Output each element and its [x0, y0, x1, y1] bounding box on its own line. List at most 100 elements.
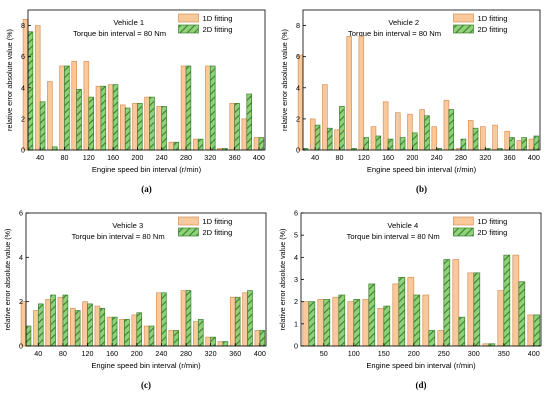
- x-tick-label: 80: [60, 153, 68, 162]
- bar-1d-fitting: [205, 65, 211, 151]
- bar-1d-fitting: [516, 140, 523, 151]
- bar-2d-fitting: [234, 102, 240, 151]
- x-tick-label: 240: [156, 153, 168, 162]
- bar-2d-fitting: [62, 294, 69, 347]
- legend-swatch-1d: [178, 216, 199, 226]
- x-tick-label: 80: [59, 349, 67, 358]
- bar-1d-fitting: [392, 283, 400, 347]
- bar-2d-fitting: [246, 93, 252, 151]
- y-tick-label: 2: [294, 297, 298, 306]
- y-tick-label: 4: [19, 253, 23, 262]
- bar-1d-fitting: [180, 290, 187, 347]
- x-tick-label: 400: [528, 153, 540, 162]
- bar-2d-fitting: [222, 341, 229, 347]
- bar-1d-fitting: [20, 301, 27, 347]
- legend-label-1d: 1D fitting: [202, 217, 232, 226]
- bar-1d-fitting: [377, 307, 385, 347]
- bar-2d-fitting: [363, 137, 369, 151]
- bar-2d-fitting: [339, 106, 345, 151]
- bar-1d-fitting: [497, 290, 505, 347]
- y-axis-label: relative error absolute value (%): [278, 229, 287, 331]
- bar-1d-fitting: [229, 102, 235, 151]
- bar-2d-fitting: [521, 137, 527, 151]
- bar-1d-fitting: [132, 102, 138, 151]
- bar-1d-fitting: [205, 336, 211, 347]
- bar-2d-fitting: [99, 307, 106, 347]
- bar-1d-fitting: [254, 330, 261, 347]
- y-tick-label: 0: [296, 146, 300, 155]
- bar-2d-fitting: [518, 281, 526, 347]
- legend-label-2d: 2D fitting: [202, 25, 232, 34]
- bar-1d-fitting: [69, 307, 76, 347]
- bar-2d-fitting: [399, 137, 406, 151]
- legend: 1D fitting 2D fitting: [178, 13, 232, 34]
- y-tick-label: 6: [19, 209, 23, 218]
- bar-1d-fitting: [57, 296, 64, 347]
- bar-1d-fitting: [346, 36, 352, 151]
- legend-label-2d: 2D fitting: [477, 228, 507, 237]
- bar-2d-fitting: [197, 138, 204, 151]
- bar-1d-fitting: [362, 299, 370, 347]
- bar-2d-fitting: [428, 330, 436, 347]
- bar-1d-fitting: [317, 299, 325, 347]
- bar-2d-fitting: [112, 84, 119, 151]
- x-tick-label: 350: [498, 349, 510, 358]
- vehicle-title: Vehicle 2: [388, 18, 419, 27]
- x-tick-label: 120: [358, 153, 370, 162]
- bar-1d-fitting: [419, 109, 425, 151]
- bar-2d-fitting: [503, 254, 511, 347]
- bar-2d-fitting: [473, 272, 481, 347]
- legend-swatch-1d: [453, 13, 474, 23]
- bar-1d-fitting: [217, 341, 224, 347]
- bar-2d-fitting: [448, 109, 455, 151]
- legend-label-2d: 2D fitting: [202, 228, 232, 237]
- bar-2d-fitting: [413, 294, 421, 347]
- bar-2d-fitting: [398, 276, 406, 347]
- x-tick-label: 40: [34, 349, 42, 358]
- x-tick-label: 160: [107, 153, 119, 162]
- x-tick-label: 320: [205, 349, 217, 358]
- bar-2d-fitting: [51, 146, 58, 151]
- bar-1d-fitting: [443, 99, 450, 151]
- bar-1d-fitting: [347, 301, 355, 347]
- y-tick-label: 4: [294, 253, 298, 262]
- bar-1d-fitting: [143, 325, 150, 347]
- bar-1d-fitting: [309, 118, 316, 151]
- legend: 1D fitting 2D fitting: [178, 216, 232, 237]
- x-tick-label: 200: [406, 153, 418, 162]
- bar-1d-fitting: [33, 310, 39, 347]
- bar-2d-fitting: [353, 299, 361, 347]
- x-tick-label: 40: [36, 153, 44, 162]
- y-axis-label: relative error absolute value (%): [3, 229, 12, 331]
- x-tick-label: 200: [408, 349, 420, 358]
- bar-1d-fitting: [241, 118, 248, 151]
- legend-swatch-2d: [453, 227, 474, 237]
- bar-1d-fitting: [242, 292, 248, 347]
- bar-2d-fitting: [375, 135, 382, 151]
- bar-2d-fitting: [458, 316, 466, 347]
- bar-2d-fitting: [209, 65, 216, 151]
- x-axis-label: Engine speed bin interval (r/min): [92, 165, 202, 174]
- x-tick-label: 280: [180, 153, 192, 162]
- bar-1d-fitting: [82, 301, 88, 347]
- bar-1d-fitting: [395, 112, 401, 151]
- y-tick-label: 0: [21, 146, 25, 155]
- bar-2d-fitting: [27, 31, 34, 151]
- legend-swatch-2d: [178, 24, 199, 34]
- bar-2d-fitting: [412, 132, 418, 151]
- vehicle-title: Vehicle 3: [112, 221, 143, 230]
- bar-1d-fitting: [45, 299, 51, 347]
- y-tick-label: 4: [21, 83, 25, 92]
- x-axis-label: Engine speed bin interval (r/min): [91, 361, 201, 370]
- bar-2d-fitting: [124, 319, 130, 347]
- bar-1d-fitting: [253, 137, 260, 151]
- torque-subtitle: Torque bin interval = 80 Nm: [347, 232, 440, 241]
- vehicle-title: Vehicle 4: [387, 221, 418, 230]
- bar-1d-fitting: [94, 305, 101, 347]
- x-tick-label: 240: [431, 153, 443, 162]
- bar-1d-fitting: [407, 113, 413, 151]
- bar-1d-fitting: [168, 141, 175, 151]
- legend-swatch-1d: [178, 13, 199, 23]
- bar-1d-fitting: [144, 96, 150, 151]
- x-tick-label: 150: [378, 349, 390, 358]
